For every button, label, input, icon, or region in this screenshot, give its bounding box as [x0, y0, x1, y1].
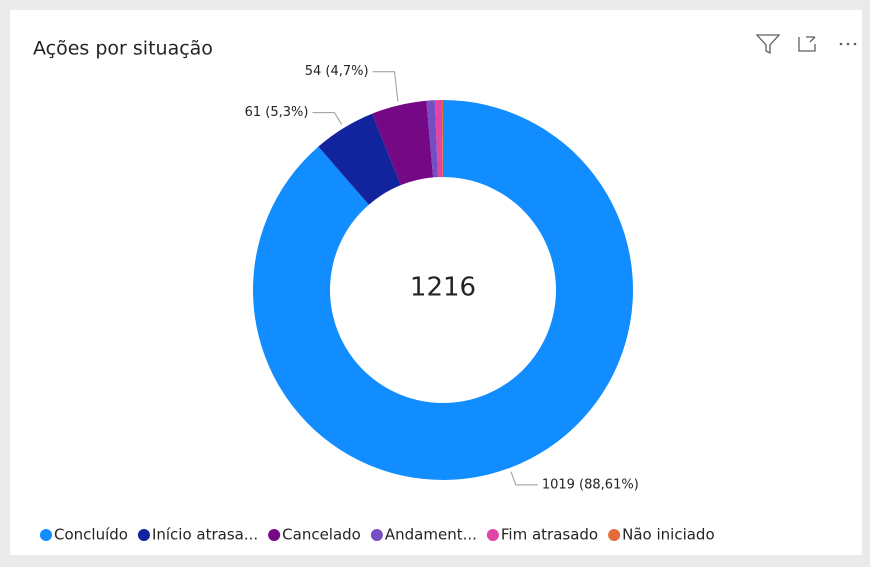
- legend-swatch: [137, 529, 150, 541]
- legend-label: Fim atrasado: [501, 526, 598, 544]
- legend-swatch: [40, 529, 52, 541]
- leader-line: [510, 471, 538, 486]
- legend-label: Concluído: [54, 526, 128, 544]
- data-label: 1019 (88,61%): [542, 477, 639, 492]
- legend-label: Início atrasa...: [152, 526, 258, 544]
- data-label: 54 (4,7%): [305, 64, 369, 79]
- donut-slice: [426, 100, 439, 178]
- donut-slice: [372, 100, 434, 186]
- legend-swatch: [370, 529, 383, 541]
- leader-line: [312, 112, 343, 125]
- center-total: 1216: [410, 273, 476, 303]
- donut-slice: [318, 113, 401, 205]
- leader-line: [372, 71, 399, 102]
- toolbar[interactable]: [755, 34, 857, 55]
- data-label: 61 (5,3%): [245, 105, 309, 120]
- legend-swatch: [268, 529, 281, 541]
- focus-icon[interactable]: [798, 36, 816, 52]
- donut-slice: [253, 100, 634, 480]
- legend-swatch: [608, 529, 621, 541]
- more-icon[interactable]: [839, 42, 857, 46]
- filter-icon[interactable]: [755, 34, 781, 55]
- chart-title: Ações por situação: [33, 38, 213, 60]
- donut-slice: [434, 100, 443, 178]
- legend-label: Andament...: [385, 526, 477, 544]
- legend-label: Não iniciado: [622, 526, 715, 544]
- legend-swatch: [486, 529, 499, 541]
- legend-label: Cancelado: [282, 526, 361, 544]
- donut-slice: [441, 100, 443, 178]
